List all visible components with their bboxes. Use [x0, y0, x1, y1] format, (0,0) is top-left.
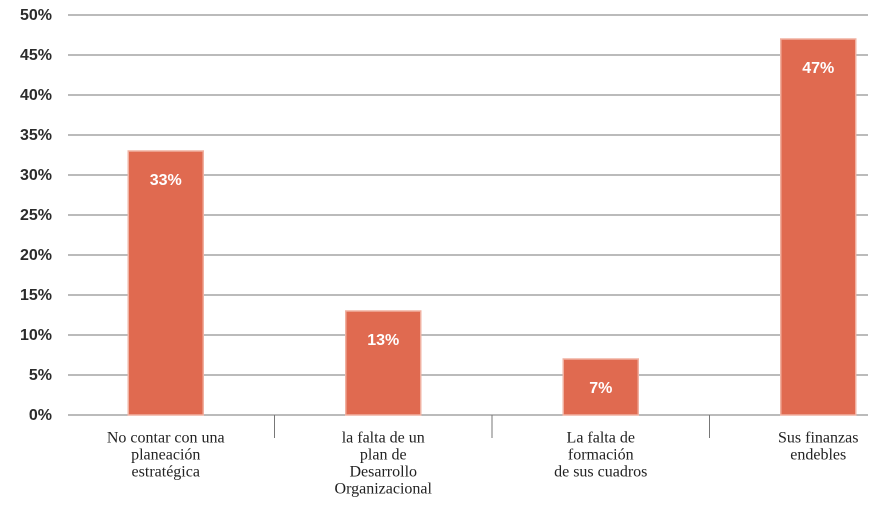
x-tick-label: de sus cuadros: [554, 464, 647, 481]
y-tick-label: 0%: [29, 407, 52, 424]
y-tick-label: 5%: [29, 367, 52, 384]
value-label: 7%: [589, 380, 612, 397]
y-tick-label: 10%: [20, 327, 52, 344]
x-tick-label: plan de: [360, 447, 407, 464]
bar: [127, 150, 204, 416]
x-tick-label: estratégica: [132, 464, 200, 481]
bar: [345, 310, 422, 416]
y-tick-label: 35%: [20, 127, 52, 144]
value-label: 13%: [367, 332, 399, 349]
x-tick-label: Sus finanzas: [778, 430, 858, 447]
x-tick-label: No contar con una: [107, 430, 225, 447]
y-tick-label: 50%: [20, 7, 52, 24]
x-tick-label: Organizacional: [335, 481, 433, 498]
x-tick-label: La falta de: [567, 430, 635, 447]
bar: [780, 38, 857, 416]
value-label: 33%: [150, 172, 182, 189]
x-tick-label: Desarrollo: [349, 464, 417, 481]
x-tick-label: planeación: [131, 447, 200, 464]
x-tick-label: formación: [568, 447, 634, 464]
bar: [562, 358, 639, 416]
x-tick-label: endebles: [790, 447, 846, 464]
y-tick-label: 40%: [20, 87, 52, 104]
y-tick-label: 20%: [20, 247, 52, 264]
x-tick-label: la falta de un: [342, 430, 425, 447]
y-tick-label: 15%: [20, 287, 52, 304]
y-tick-label: 25%: [20, 207, 52, 224]
y-tick-label: 45%: [20, 47, 52, 64]
y-tick-label: 30%: [20, 167, 52, 184]
value-label: 47%: [802, 60, 834, 77]
